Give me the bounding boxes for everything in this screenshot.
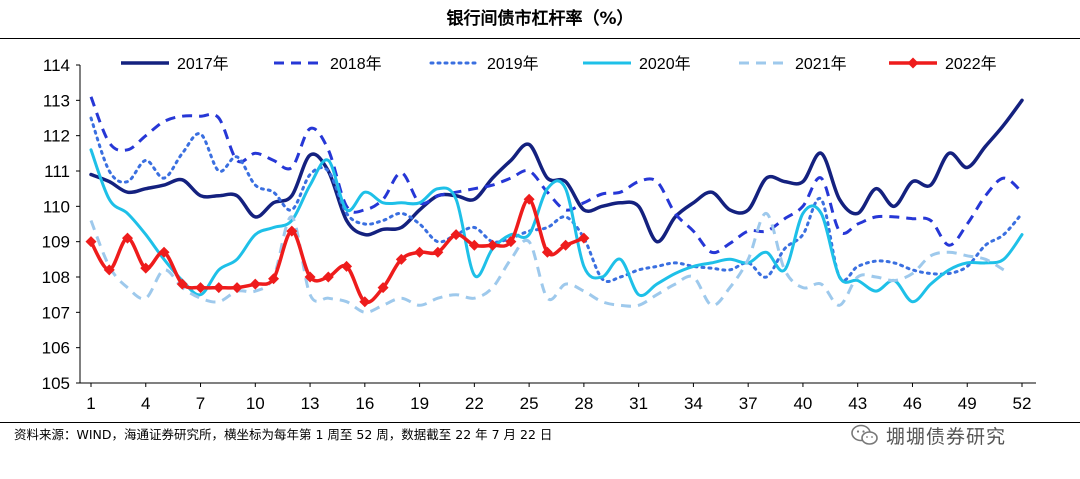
series-marker-2022年 (140, 262, 152, 274)
x-tick-label: 13 (301, 394, 320, 413)
chart-axes: 105 106 107 108 109 110 111 112 113 114 1 4 7 10 13 16 1… (42, 56, 1036, 413)
series-marker-2022年 (432, 246, 444, 258)
x-tick-label: 46 (903, 394, 922, 413)
y-tick-label: 108 (42, 268, 70, 287)
x-tick-label: 1 (86, 394, 95, 413)
series-line-2021年 (89, 211, 1005, 314)
chart-title-bar: 银行间债市杠杆率（%） (0, 0, 1080, 38)
x-tick-label: 19 (410, 394, 429, 413)
wechat-icon (851, 424, 878, 445)
x-tick-label: 52 (1013, 394, 1032, 413)
x-tick-label: 34 (684, 394, 703, 413)
series-marker-2022年 (286, 225, 298, 237)
series-line-2022年 (89, 197, 586, 305)
y-tick-label: 106 (42, 339, 70, 358)
legend-marker-2022年 (907, 57, 919, 69)
series-marker-2022年 (578, 232, 590, 244)
y-tick-label: 105 (42, 374, 70, 393)
x-tick-label: 22 (465, 394, 484, 413)
series-marker-2022年 (213, 282, 225, 294)
series-line-2020年 (89, 148, 1024, 304)
series-marker-2022年 (523, 193, 535, 205)
x-tick-label: 16 (355, 394, 374, 413)
series-line-2019年 (89, 116, 1024, 283)
x-tick-label: 40 (793, 394, 812, 413)
series-marker-2022年 (322, 271, 334, 283)
series-marker-2022年 (158, 246, 170, 258)
watermark: 堋堋债券研究 (850, 418, 1006, 452)
series-marker-2022年 (176, 278, 188, 290)
series-marker-2022年 (341, 260, 353, 272)
legend-label-2020年: 2020年 (639, 55, 691, 73)
y-tick-label: 107 (42, 303, 70, 322)
legend-label-2021年: 2021年 (795, 55, 847, 73)
x-tick-label: 28 (574, 394, 593, 413)
series-marker-2022年 (541, 246, 553, 258)
legend-label-2018年: 2018年 (330, 55, 382, 73)
legend-label-2017年: 2017年 (177, 55, 229, 73)
series-marker-2022年 (304, 271, 316, 283)
x-tick-label: 10 (246, 394, 265, 413)
series-marker-2022年 (359, 296, 371, 308)
series-marker-2022年 (85, 236, 97, 248)
x-tick-label: 4 (141, 394, 150, 413)
x-tick-label: 37 (739, 394, 758, 413)
legend-label-2019年: 2019年 (487, 55, 539, 73)
x-tick-label: 49 (958, 394, 977, 413)
legend-label-2022年: 2022年 (945, 55, 997, 73)
y-tick-label: 114 (43, 56, 70, 75)
watermark-text: 堋堋债券研究 (886, 425, 1007, 448)
series-marker-2022年 (377, 282, 389, 294)
series-marker-2022年 (122, 232, 134, 244)
series-marker-2022年 (450, 229, 462, 241)
chart-title: 银行间债市杠杆率（%） (446, 9, 634, 29)
series-marker-2022年 (103, 264, 115, 276)
series-marker-2022年 (231, 282, 243, 294)
y-tick-label: 111 (44, 162, 70, 181)
series-line-2018年 (89, 96, 1024, 255)
series-marker-2022年 (268, 273, 280, 285)
y-tick-label: 113 (43, 91, 70, 110)
title-divider (0, 38, 1080, 39)
y-tick-label: 110 (43, 197, 70, 216)
series-marker-2022年 (195, 282, 207, 294)
series-marker-2022年 (560, 239, 572, 251)
x-tick-label: 31 (629, 394, 648, 413)
series-marker-2022年 (414, 246, 426, 258)
x-tick-label: 25 (520, 394, 539, 413)
x-tick-label: 43 (848, 394, 867, 413)
series-marker-2022年 (505, 236, 517, 248)
footnote-divider (0, 422, 1080, 423)
line-chart: 105 106 107 108 109 110 111 112 113 114 1 4 7 10 13 16 1… (42, 55, 1036, 413)
x-tick-label: 7 (196, 394, 205, 413)
y-tick-label: 109 (42, 233, 70, 252)
chart-legend: 2017年 2018年 2019年 2020年 2021年 2022年 (121, 55, 997, 73)
chart-series-layer (85, 96, 1024, 314)
series-marker-2022年 (468, 239, 480, 251)
y-tick-label: 112 (43, 127, 70, 146)
series-marker-2022年 (249, 278, 261, 290)
series-marker-2022年 (487, 239, 499, 251)
source-footnote: 资料来源：WIND，海通证券研究所，横坐标为每年第 1 周至 52 周，数据截至… (14, 427, 553, 442)
